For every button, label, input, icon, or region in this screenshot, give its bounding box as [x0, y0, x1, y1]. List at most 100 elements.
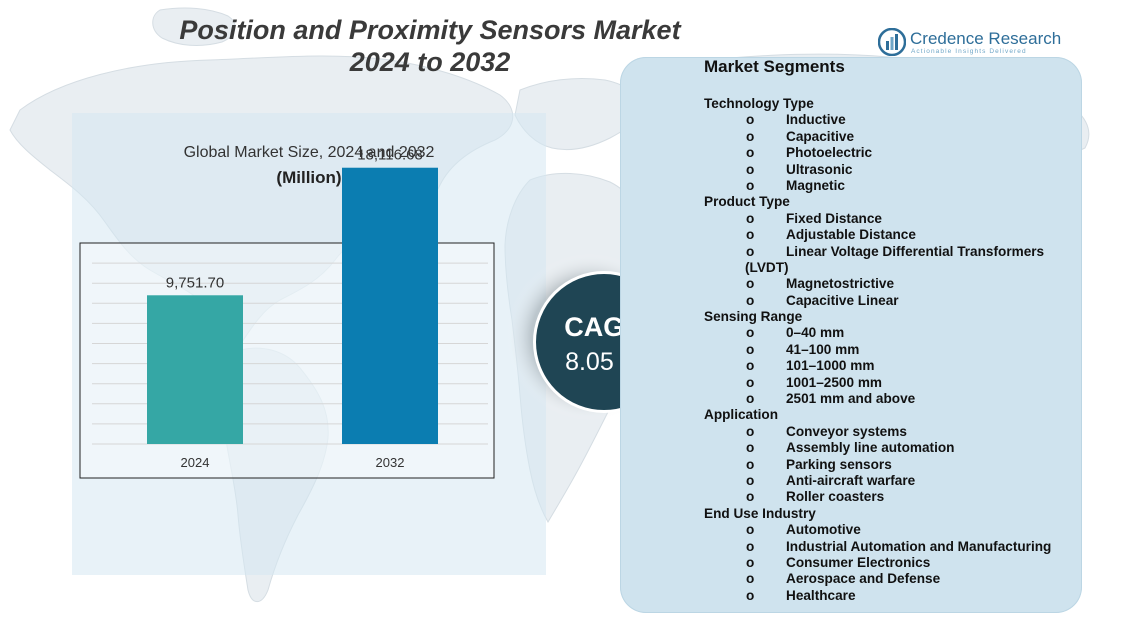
page-title: Position and Proximity Sensors Market 20… [150, 14, 710, 78]
list-item: o Conveyor systems [704, 424, 1074, 440]
bullet: o [746, 292, 755, 308]
bullet: o [746, 489, 755, 505]
list-item: o 41–100 mm [704, 342, 1074, 358]
chart-unit-label: (Million) [276, 168, 342, 187]
list-item: o Automotive [704, 522, 1074, 538]
list-item: o Linear Voltage Differential Transformer… [704, 244, 1074, 277]
list-item-text: Automotive [786, 522, 861, 538]
x-tick-label: 2024 [181, 455, 210, 470]
list-item: o Healthcare [704, 588, 1074, 604]
list-item: o Capacitive [704, 129, 1074, 145]
bullet: o [746, 276, 755, 292]
bullet: o [746, 128, 755, 144]
brand-logo: Credence Research Actionable Insights De… [878, 28, 1068, 58]
bullet: o [746, 587, 755, 603]
segment-group-heading: Technology Type [704, 96, 814, 111]
list-item: o Inductive [704, 112, 1074, 128]
bullet: o [746, 341, 755, 357]
bar-2032 [342, 167, 438, 444]
bullet: o [746, 456, 755, 472]
list-item-text: Capacitive [786, 128, 855, 144]
segment-group-heading: Product Type [704, 194, 790, 210]
bullet: o [746, 522, 755, 538]
segments-panel [620, 57, 1082, 613]
chart-title: Global Market Size, 2024 and 2032 [183, 144, 435, 161]
list-item: o Assembly line automation [704, 440, 1074, 456]
list-item: o Fixed Distance [704, 211, 1074, 227]
bullet: o [746, 210, 755, 226]
list-item-text-line-2: (LVDT) [745, 259, 789, 275]
list-item: o 1001–2500 mm [704, 375, 1074, 391]
list-item: o 101–1000 mm [704, 358, 1074, 374]
list-item: o 2501 mm and above [704, 391, 1074, 407]
segments-title: Market Segments [704, 57, 845, 76]
list-item-text: 101–1000 mm [786, 358, 875, 374]
list-item-text: Ultrasonic [786, 161, 853, 177]
list-item-text: 1001–2500 mm [786, 374, 882, 390]
list-item: o Photoelectric [704, 145, 1074, 161]
x-tick-label: 2032 [376, 455, 405, 470]
segments-list: Technology Type o Inductive o Capacitive o… [704, 96, 1074, 604]
bars: 9,751.70 2024 18,116.68 2032 [147, 147, 438, 470]
segment-group-heading: Application [704, 407, 779, 423]
bar-value-label: 18,116.68 [357, 147, 423, 164]
segment-group-heading: Sensing Range [704, 309, 803, 325]
bullet: o [746, 554, 755, 570]
brand-tagline: Actionable Insights Delivered [911, 48, 1027, 55]
bullet: o [746, 145, 755, 161]
list-item-text: 0–40 mm [786, 325, 845, 341]
list-item-text: Inductive [786, 112, 846, 128]
list-item-text: Parking sensors [786, 456, 892, 472]
title-line-2: 2024 to 2032 [349, 47, 511, 77]
list-item-text: 41–100 mm [786, 341, 860, 357]
bullet: o [746, 571, 755, 587]
bullet: o [746, 325, 755, 341]
list-item: o Consumer Electronics [704, 555, 1074, 571]
title-line-1: Position and Proximity Sensors Market [179, 15, 681, 45]
bar-2024 [147, 295, 243, 444]
bullet: o [746, 227, 755, 243]
bullet: o [746, 391, 755, 407]
list-item: o Magnetostrictive [704, 276, 1074, 292]
list-item: o Ultrasonic [704, 162, 1074, 178]
list-item-text: Conveyor systems [786, 423, 907, 439]
bullet: o [746, 440, 755, 456]
bullet: o [746, 161, 755, 177]
list-item-text: Anti-aircraft warfare [786, 473, 916, 488]
list-item: o Roller coasters [704, 489, 1074, 505]
list-item-text-line-1: Linear Voltage Differential Transformers [786, 243, 1045, 259]
bullet: o [746, 538, 755, 554]
list-item-text: Assembly line automation [786, 440, 955, 456]
bullet: o [746, 177, 755, 193]
brand-name: Credence Research [910, 29, 1062, 48]
list-item-text: Industrial Automation and Manufacturing [786, 538, 1052, 554]
list-item: o Parking sensors [704, 457, 1074, 473]
list-item-text: 2501 mm and above [786, 391, 916, 407]
list-item-text: Magnetic [786, 177, 845, 193]
list-item-text: Adjustable Distance [786, 227, 916, 243]
bar-value-label: 9,751.70 [166, 274, 224, 291]
bullet: o [746, 243, 755, 259]
list-item-text: Magnetostrictive [786, 276, 895, 292]
list-item-text: Fixed Distance [786, 210, 882, 226]
list-item: o Capacitive Linear [704, 293, 1074, 309]
list-item-text-lvdt: Linear Voltage Differential Transformers… [745, 243, 1056, 275]
list-item-text: Consumer Electronics [786, 554, 931, 570]
list-item: o Magnetic [704, 178, 1074, 194]
bullet: o [746, 374, 755, 390]
list-item-text: Photoelectric [786, 145, 873, 161]
bullet: o [746, 358, 755, 374]
list-item: o Anti-aircraft warfare [704, 473, 1074, 489]
list-item-text: Roller coasters [786, 489, 885, 505]
list-item: o 0–40 mm [704, 325, 1074, 341]
bullet: o [746, 423, 755, 439]
list-item-text: Aerospace and Defense [786, 571, 941, 587]
list-item: o Industrial Automation and Manufacturing [704, 539, 1074, 555]
segment-group-heading: End Use Industry [704, 505, 816, 521]
list-item: o Aerospace and Defense [704, 571, 1074, 587]
bullet: o [746, 473, 755, 488]
list-item-text: Healthcare [786, 587, 856, 603]
bullet: o [746, 112, 755, 128]
list-item-text: Capacitive Linear [786, 292, 899, 308]
